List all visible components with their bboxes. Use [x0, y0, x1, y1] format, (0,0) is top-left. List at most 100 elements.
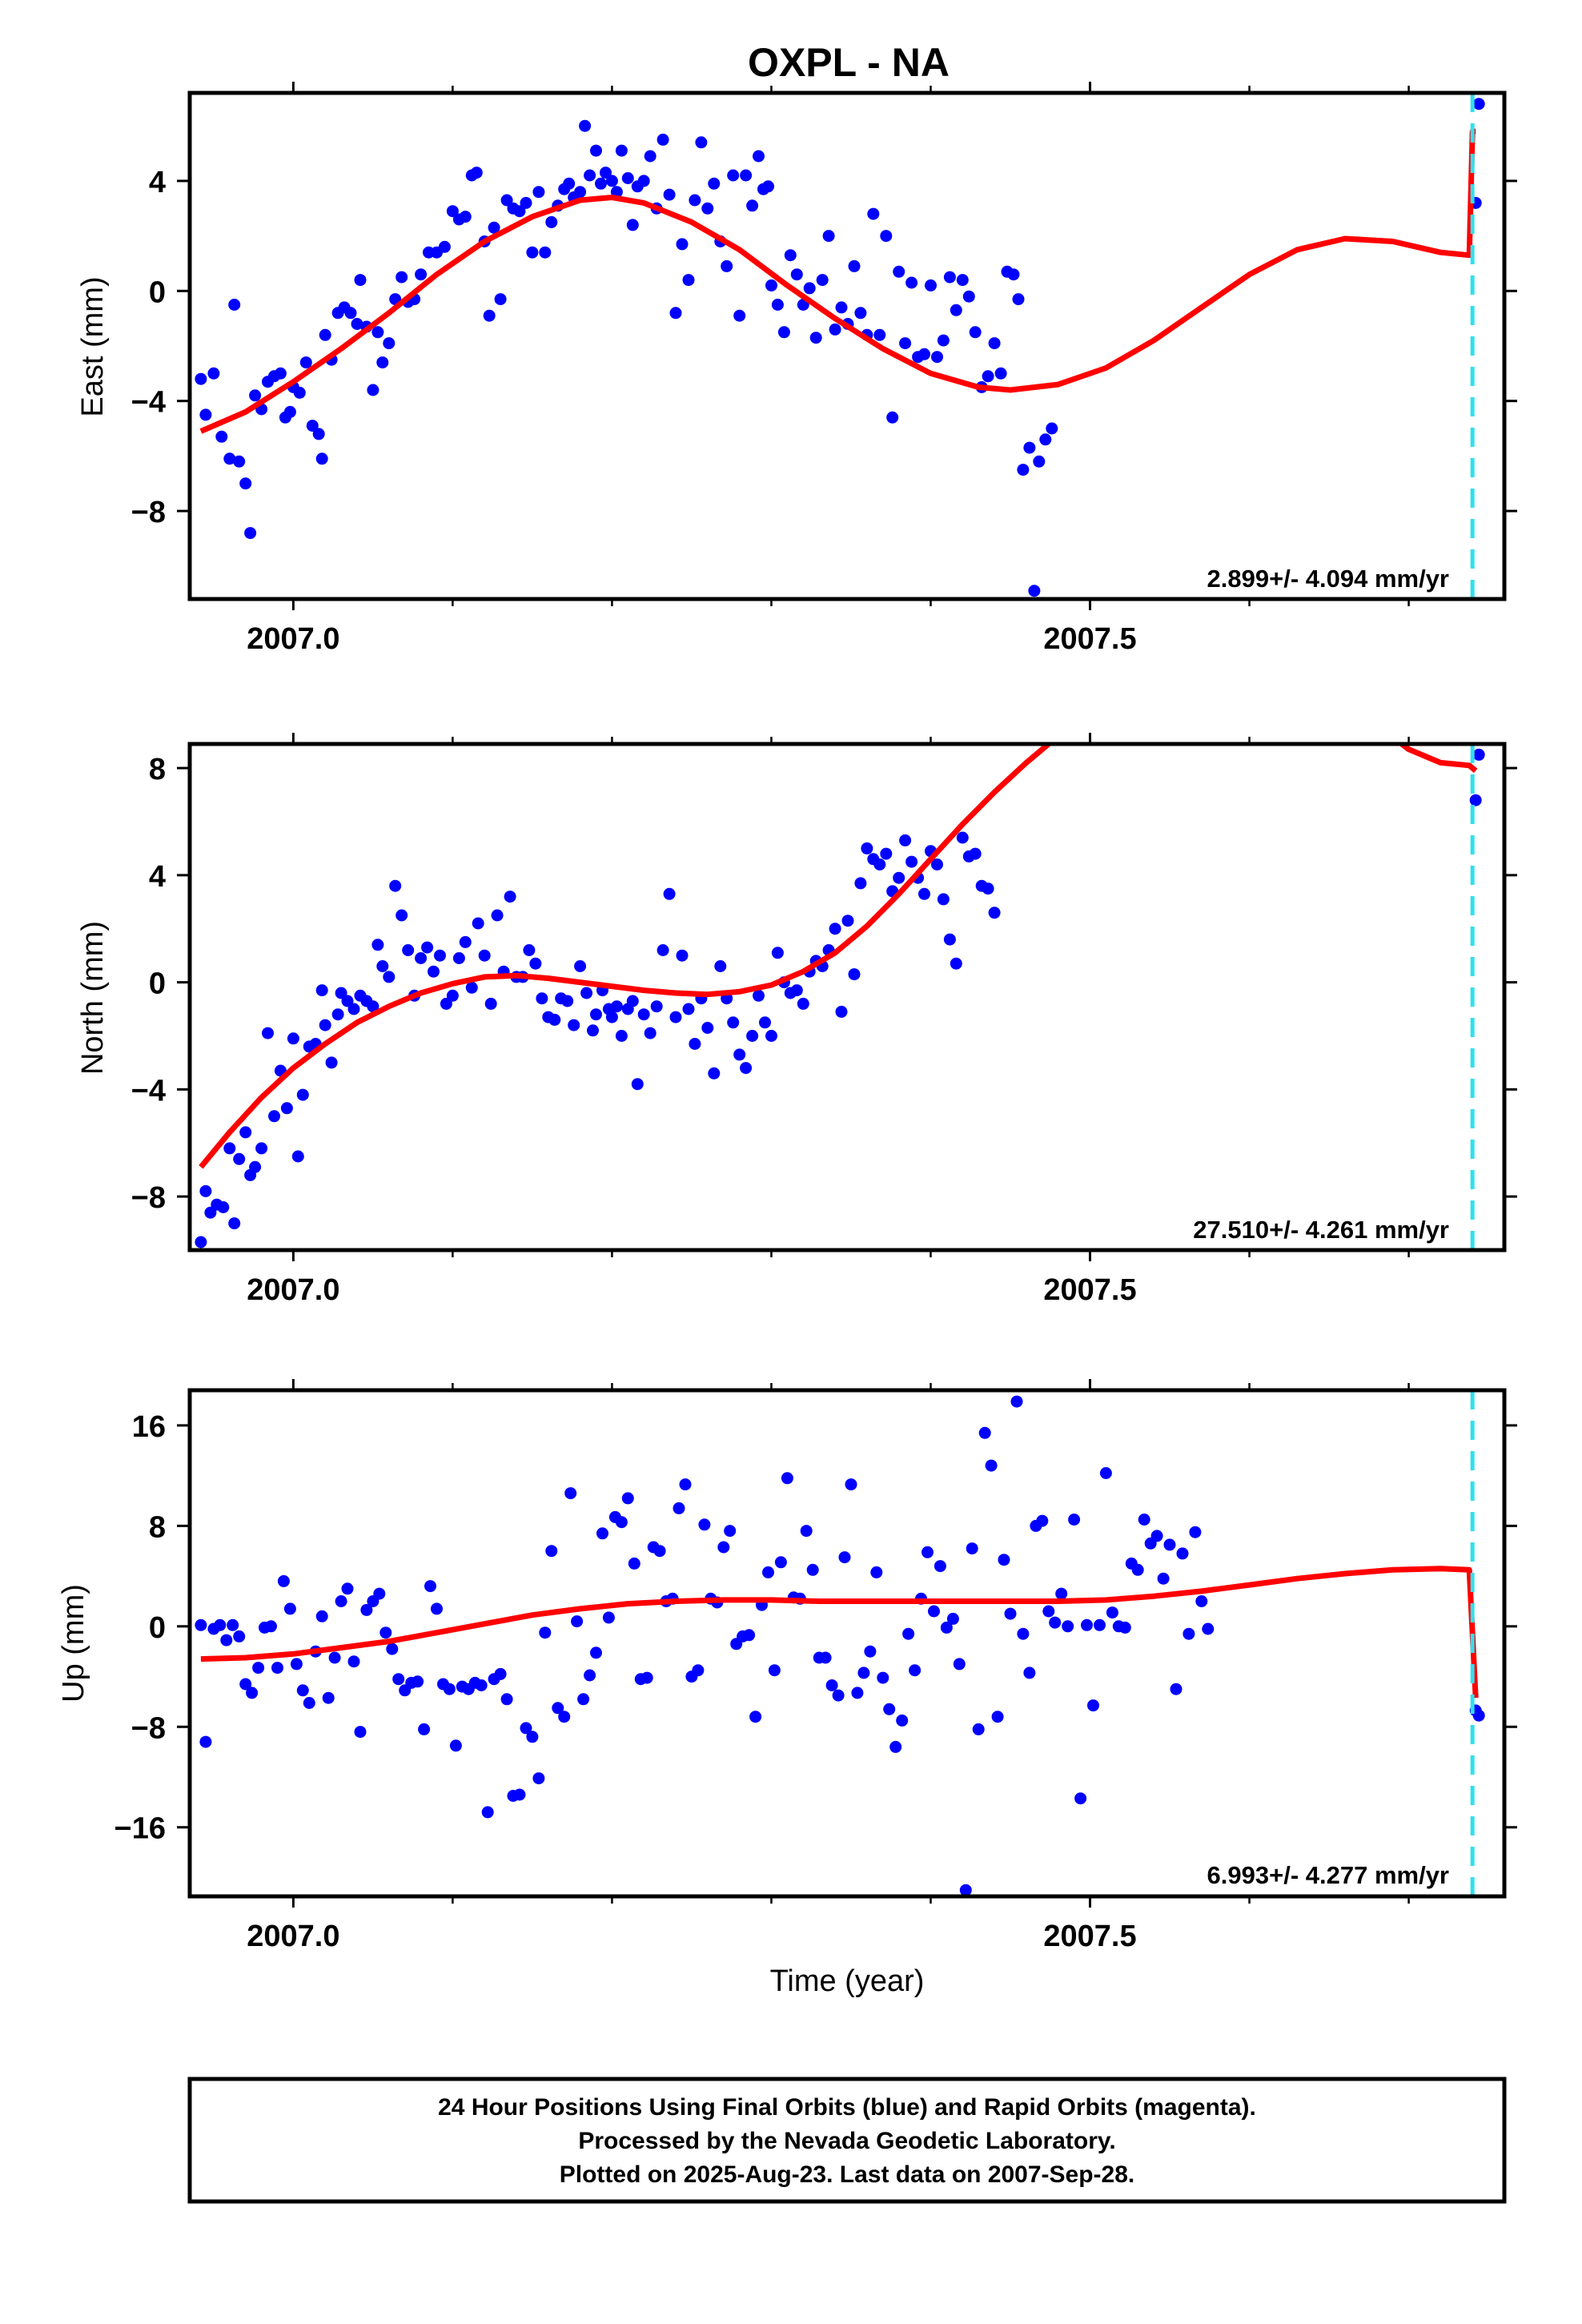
up-data-point [615, 1516, 628, 1529]
east-panel: East (mm) 2.899+/- 4.094 mm/yr 2007.0 200… [76, 82, 1517, 656]
north-data-point [829, 923, 841, 935]
north-data-point [296, 1088, 309, 1101]
north-data-point [347, 1003, 360, 1015]
east-data-point [733, 309, 746, 322]
east-data-point [520, 196, 532, 209]
north-data-point [937, 893, 950, 906]
up-data-point [692, 1664, 705, 1677]
east-data-point [446, 205, 459, 218]
up-data-point [909, 1664, 921, 1677]
north-data-point [797, 997, 809, 1010]
up-data-point [1472, 1709, 1485, 1722]
east-data-point [312, 428, 325, 440]
north-data-point [733, 1048, 746, 1061]
north-data-point [610, 1000, 623, 1013]
north-data-point [759, 1016, 771, 1029]
east-data-point [283, 405, 296, 418]
east-data-point [740, 169, 753, 182]
up-data-point [902, 1627, 915, 1640]
up-data-point [296, 1684, 309, 1697]
up-data-point [679, 1478, 692, 1491]
north-data-point [701, 1022, 714, 1034]
up-data-point [1055, 1587, 1068, 1600]
up-data-point [819, 1651, 832, 1664]
east-data-point [228, 299, 241, 311]
east-data-point [809, 332, 822, 344]
up-data-point [214, 1618, 227, 1631]
up-data-point [539, 1626, 552, 1639]
east-data-point [500, 194, 513, 207]
figure-title: OXPL - NA [748, 40, 950, 85]
east-data-point [982, 370, 994, 383]
north-data-point [249, 1160, 262, 1173]
up-data-point [991, 1711, 1004, 1723]
up-data-point [966, 1542, 978, 1555]
up-data-point [233, 1630, 246, 1642]
east-data-point [488, 221, 500, 234]
up-data-point [246, 1687, 259, 1699]
north-data-point [504, 891, 516, 903]
east-data-point [574, 186, 587, 199]
up-data-point [749, 1711, 762, 1723]
east-ytick-label: −4 [131, 386, 166, 420]
up-data-point [998, 1554, 1010, 1566]
north-data-point [637, 1008, 650, 1021]
up-data-point [1081, 1618, 1093, 1631]
north-model-curve [199, 744, 1478, 1169]
east-data-point [962, 290, 975, 303]
up-data-point [946, 1612, 959, 1625]
east-data-point [835, 301, 848, 314]
up-data-point [1062, 1620, 1074, 1633]
east-data-point [765, 279, 777, 292]
up-data-point [896, 1714, 909, 1727]
up-data-point [373, 1587, 386, 1600]
east-data-point [532, 186, 545, 199]
up-data-point [1010, 1395, 1023, 1408]
east-data-point [1017, 464, 1030, 476]
north-ytick-label: 8 [149, 753, 166, 786]
east-data-point [695, 136, 708, 149]
east-data-point [223, 452, 236, 465]
north-data-point [590, 1008, 602, 1021]
east-data-point [727, 169, 740, 182]
north-frame [187, 742, 1507, 1252]
up-data-point [277, 1574, 290, 1587]
up-data-point [577, 1693, 590, 1706]
north-data-point [440, 997, 452, 1010]
up-data-point [354, 1726, 367, 1739]
north-data-point [523, 944, 536, 956]
east-data-point [689, 194, 701, 207]
north-rate-label: 27.510+/- 4.261 mm/yr [1193, 1216, 1449, 1244]
east-ytick-label: −8 [131, 496, 166, 529]
east-data-point [893, 265, 905, 278]
north-data-point [287, 1032, 299, 1045]
east-data-point [396, 271, 408, 283]
north-data-point [753, 989, 765, 1002]
up-data-point [806, 1563, 819, 1576]
north-ylabel: North (mm) [76, 921, 110, 1075]
east-data-point [721, 259, 733, 272]
east-data-point [615, 144, 628, 157]
east-data-point [899, 337, 912, 350]
north-data-point [195, 1236, 207, 1248]
north-data-point [421, 941, 434, 954]
up-data-point [1118, 1621, 1131, 1634]
north-data-point [714, 960, 727, 972]
east-data-point [376, 356, 389, 369]
east-rate-label: 2.899+/- 4.094 mm/yr [1207, 565, 1449, 593]
up-data-point [1099, 1467, 1112, 1479]
east-model-curve [199, 128, 1476, 434]
north-data-point [233, 1152, 246, 1165]
up-data-point [1036, 1514, 1049, 1527]
north-data-point [561, 995, 574, 1007]
up-data-point [928, 1605, 940, 1618]
north-data-point [893, 871, 905, 884]
north-xtick-label: 2007.0 [247, 1273, 339, 1307]
north-data-point [459, 935, 472, 948]
north-data-point [389, 879, 402, 892]
east-data-point [762, 180, 774, 193]
east-data-point [918, 348, 930, 360]
up-data-point [392, 1673, 405, 1686]
up-data-point [743, 1629, 756, 1642]
up-xtick-label: 2007.5 [1043, 1920, 1136, 1953]
